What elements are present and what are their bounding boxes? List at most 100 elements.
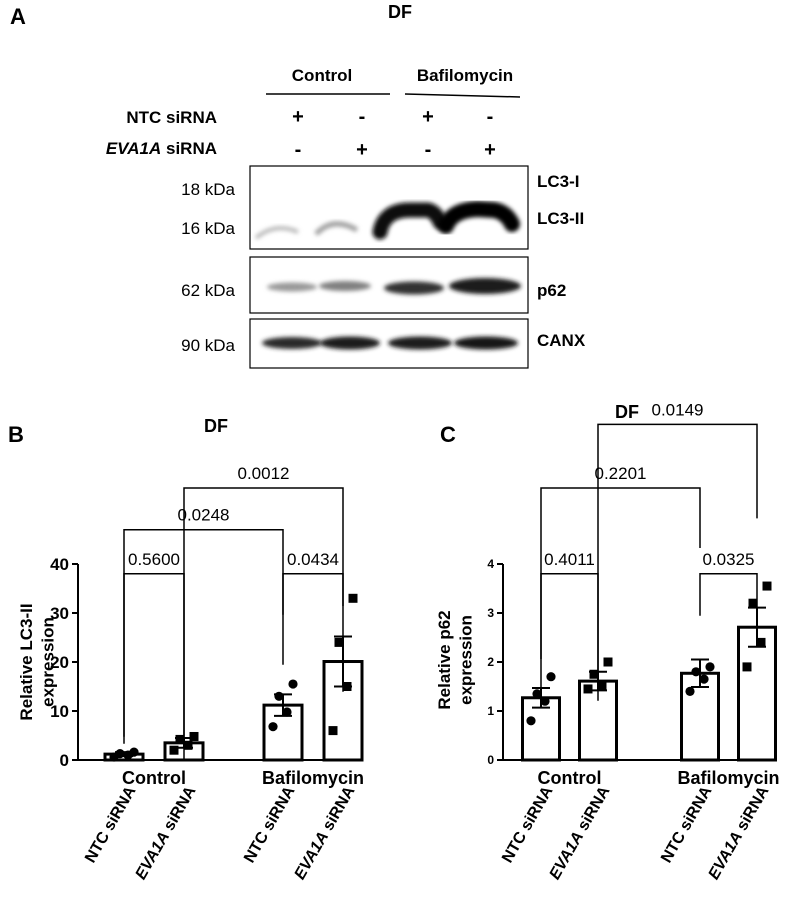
data-point <box>282 707 292 717</box>
category-label-text: siRNA <box>159 783 200 837</box>
p62-band-lane2 <box>319 281 371 291</box>
eva1a-sign-row: - + - + <box>295 139 496 161</box>
y-tick-label: 20 <box>50 653 69 672</box>
lc3-band-lane4 <box>438 200 520 234</box>
data-point <box>129 747 139 757</box>
data-point <box>756 637 766 647</box>
y-axis-label-line: expression <box>456 615 475 705</box>
data-point <box>328 726 338 736</box>
chart-title: DF <box>615 402 639 422</box>
y-tick-label: 0 <box>487 753 494 767</box>
category-label: EVA1A siRNA <box>291 783 358 882</box>
row-label-eva1a: EVA1A siRNA <box>106 139 217 158</box>
mw-16: 16 kDa <box>181 219 235 238</box>
data-point <box>748 598 758 608</box>
y-tick-label: 3 <box>487 606 494 620</box>
data-point <box>540 696 550 706</box>
p62-bands <box>267 278 521 295</box>
data-point <box>175 734 185 744</box>
group-label-bafilomycin: Bafilomycin <box>417 66 513 85</box>
ntc-sign-lane-3: + <box>422 106 434 128</box>
category-label: NTC siRNA <box>499 783 557 866</box>
data-point <box>268 722 278 732</box>
chart-title: DF <box>204 416 228 436</box>
lc3-bands <box>254 200 520 240</box>
data-point <box>546 672 556 682</box>
data-point <box>334 637 344 647</box>
category-label-text: NTC siRNA <box>499 783 557 866</box>
p-value-label: 0.0248 <box>178 506 230 525</box>
y-axis-label: Relative LC3-II expression <box>17 603 57 720</box>
y-tick-label: 4 <box>487 557 494 571</box>
data-point <box>583 684 593 694</box>
data-point <box>342 682 352 691</box>
comparison-bracket <box>540 487 701 660</box>
category-label-text: NTC siRNA <box>82 783 140 866</box>
y-axis-label-line: Relative p62 <box>435 610 454 709</box>
data-point <box>274 691 284 701</box>
band-label-lc3-ii: LC3-II <box>537 209 584 228</box>
category-label-gene: EVA1A <box>705 829 746 883</box>
panel-c-letter: C <box>440 422 456 447</box>
y-axis-label-line: Relative LC3-II <box>17 603 36 720</box>
lc3-band-lane2 <box>314 221 359 236</box>
y-tick-label: 1 <box>487 704 494 718</box>
p-value-label: 0.0012 <box>238 464 290 483</box>
chart-c: DF 0 1 2 3 4 Relative p62 expression Control Bafi… <box>435 400 780 882</box>
p-value-label: 0.4011 <box>544 550 595 569</box>
group-label: Bafilomycin <box>677 768 779 788</box>
p-value-label: 0.0434 <box>287 550 339 569</box>
canx-band-lane3 <box>388 336 452 350</box>
data-point <box>589 669 599 679</box>
y-tick-label: 2 <box>487 655 494 669</box>
category-label-text: NTC siRNA <box>241 783 299 866</box>
p62-band-lane3 <box>384 281 444 295</box>
eva1a-sign-lane-4: + <box>484 139 496 161</box>
data-point <box>685 686 695 697</box>
panel-a-title: DF <box>388 2 412 22</box>
comparison-bracket <box>183 487 344 747</box>
mw-90: 90 kDa <box>181 336 235 355</box>
ntc-sign-lane-2: - <box>359 106 366 128</box>
data-point <box>532 689 542 699</box>
category-label: NTC siRNA <box>82 783 140 866</box>
y-axis-label: Relative p62 expression <box>435 610 475 709</box>
data-point <box>762 581 772 591</box>
canx-band-lane2 <box>320 336 380 350</box>
data-point <box>115 749 125 759</box>
data-point <box>691 667 701 677</box>
data-point <box>742 662 752 672</box>
y-axis-label-line: expression <box>38 617 57 707</box>
ntc-sign-lane-1: + <box>292 106 304 128</box>
comparison-bracket <box>123 528 284 737</box>
y-tick-label: 0 <box>60 751 69 770</box>
band-label-canx: CANX <box>537 331 586 350</box>
ntc-sign-lane-4: - <box>487 106 494 128</box>
data-point <box>183 740 193 750</box>
mw-62: 62 kDa <box>181 281 235 300</box>
y-tick-label: 40 <box>50 555 69 574</box>
p-value-label: 0.0149 <box>652 400 704 419</box>
category-label-gene: EVA1A <box>546 829 587 883</box>
group-label-control: Control <box>292 66 352 85</box>
comparison-bracket <box>282 573 344 692</box>
category-label-text: siRNA <box>573 783 614 837</box>
data-point <box>597 682 607 691</box>
category-label: EVA1A siRNA <box>546 783 613 882</box>
canx-bands <box>262 336 518 350</box>
p62-band-lane1 <box>267 282 317 292</box>
data-point <box>189 731 199 741</box>
canx-band-lane4 <box>454 336 518 350</box>
data-point <box>348 593 358 603</box>
data-point <box>603 657 613 667</box>
canx-band-lane1 <box>262 337 322 349</box>
y-tick-label: 30 <box>50 604 69 623</box>
data-point <box>699 674 709 684</box>
chart-b: DF 0 10 20 30 40 Relative LC3-II expression Cont… <box>17 416 364 883</box>
data-point <box>526 716 536 726</box>
p-value-label: 0.0325 <box>703 550 755 569</box>
data-point <box>288 679 298 689</box>
category-label: NTC siRNA <box>241 783 299 866</box>
eva1a-sign-lane-3: - <box>425 139 432 161</box>
